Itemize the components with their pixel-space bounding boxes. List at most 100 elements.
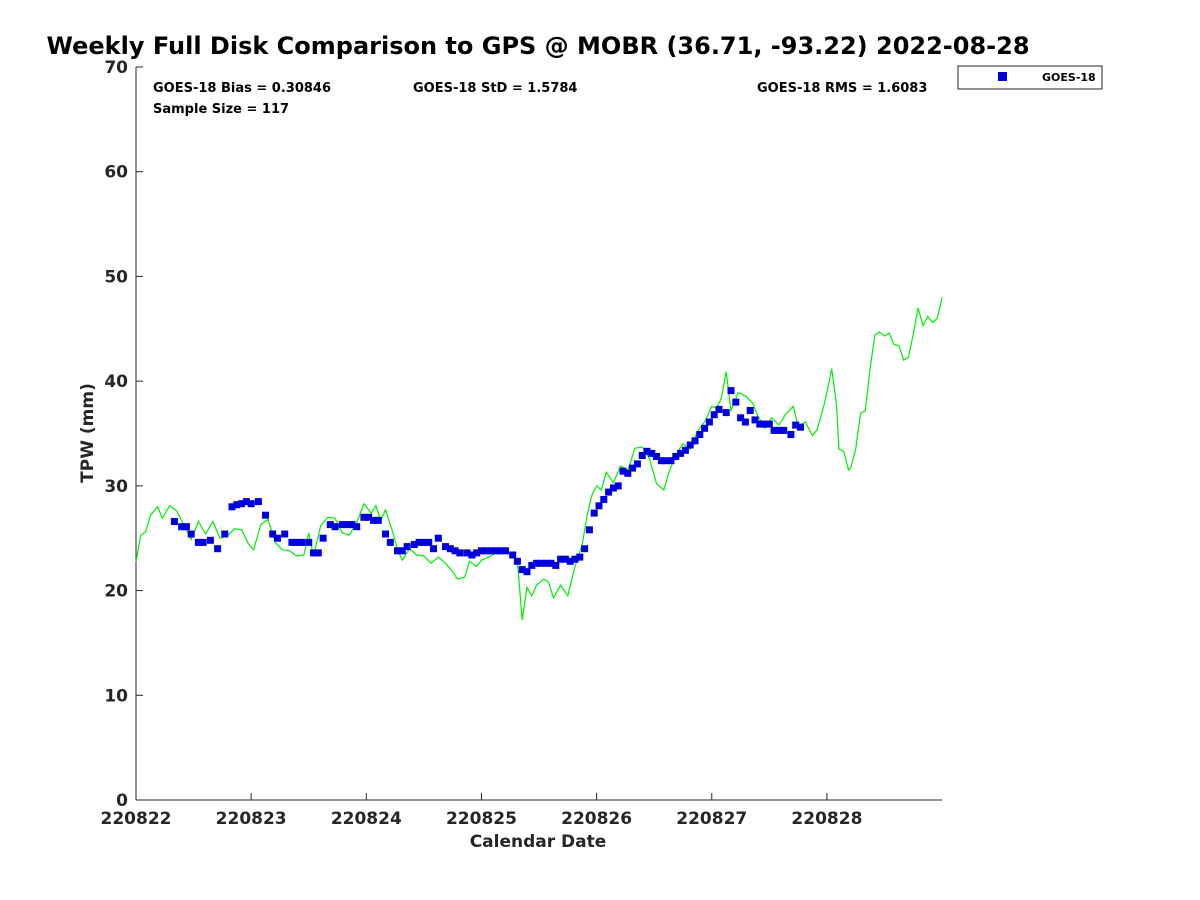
x-tick-label: 220827: [676, 809, 747, 829]
goes-18-point: [643, 447, 651, 455]
goes-18-point: [667, 457, 675, 465]
goes-18-point: [170, 518, 178, 525]
goes-18-point: [394, 547, 401, 555]
goes-18-point: [434, 534, 442, 542]
goes-18-point: [561, 555, 569, 563]
goes-18-point: [338, 521, 346, 529]
y-ticks: 0 10 20 30 40 50 60 70: [104, 58, 143, 811]
goes-18-point: [633, 460, 641, 468]
goes-18-point: [247, 500, 255, 508]
x-tick-label: 220824: [331, 809, 402, 829]
stats-std: GOES-18 StD = 1.5784: [413, 81, 577, 96]
goes-18-point: [787, 431, 795, 438]
goes-18-point: [374, 516, 382, 524]
x-tick-label: 220825: [446, 809, 517, 829]
stats-sample-size: Sample Size = 117: [153, 102, 289, 117]
goes-18-point: [681, 446, 689, 454]
goes-18-point: [619, 467, 627, 475]
goes-18-point: [566, 557, 574, 565]
goes-18-point: [672, 453, 680, 460]
y-tick-label: 60: [104, 163, 128, 183]
chart-title: Weekly Full Disk Comparison to GPS @ MOB…: [46, 32, 1029, 60]
goes-18-point: [657, 457, 665, 465]
goes-18-point: [194, 538, 202, 546]
goes-18-point: [182, 523, 190, 531]
goes-18-point: [456, 549, 464, 557]
gps-line: [135, 297, 943, 620]
goes-18-point: [624, 469, 632, 477]
goes-18-point: [761, 420, 769, 428]
plot-area: 0 10 20 30 40 50 60 70 220822 220823 220824 220825…: [101, 58, 943, 829]
goes-18-point: [331, 523, 339, 531]
x-tick-label: 220822: [101, 809, 172, 829]
goes-18-point: [365, 513, 373, 521]
goes-18-point: [269, 530, 277, 538]
goes-18-point: [353, 523, 361, 531]
goes-18-point: [262, 511, 269, 519]
legend-label: GOES-18: [1042, 71, 1096, 84]
goes-18-point: [696, 431, 704, 438]
goes-18-point: [468, 551, 476, 559]
goes-18-point: [797, 423, 804, 431]
goes-18-point: [557, 555, 565, 563]
goes-18-point: [600, 496, 608, 503]
goes-18-point: [686, 441, 694, 449]
goes-18-point: [382, 530, 389, 538]
goes-18-point: [293, 538, 301, 546]
legend-box: [957, 65, 1103, 90]
goes-18-point: [326, 521, 334, 529]
goes-18-point: [187, 530, 195, 538]
legend: GOES-18: [957, 65, 1103, 90]
goes-18-point: [528, 561, 536, 569]
y-tick-label: 0: [116, 791, 128, 811]
y-tick-label: 70: [104, 58, 128, 78]
goes-18-point: [727, 387, 735, 395]
goes-18-point: [228, 503, 236, 511]
goes-18-point: [348, 521, 356, 529]
goes-18-point: [442, 543, 449, 551]
goes-18-point: [571, 555, 579, 563]
goes-18-point: [523, 568, 531, 576]
goes-18-point: [319, 534, 327, 542]
goes-18-point: [242, 498, 250, 506]
goes-18-point: [497, 547, 505, 555]
goes-18-point: [288, 538, 296, 546]
y-tick-label: 30: [104, 477, 128, 497]
goes-18-point: [199, 538, 207, 546]
x-tick-label: 220823: [216, 809, 287, 829]
goes-18-point: [691, 437, 699, 445]
y-axis-label: TPW (mm): [78, 383, 98, 483]
goes-18-point: [662, 457, 670, 465]
goes-18-point: [420, 538, 428, 546]
y-tick-label: 10: [104, 686, 128, 706]
goes-18-point: [233, 501, 241, 509]
goes-18-point: [765, 420, 773, 428]
goes-18-point: [518, 566, 526, 574]
goes-18-point: [780, 426, 788, 434]
y-tick-label: 40: [104, 372, 128, 392]
x-ticks: 220822 220823 220824 220825 220826 220827 2208…: [101, 793, 862, 829]
goes-18-point: [629, 464, 637, 472]
goes-18-point: [746, 407, 754, 414]
series-layer: [135, 297, 943, 620]
goes-18-point: [206, 536, 214, 544]
x-tick-label: 220826: [561, 809, 632, 829]
goes-18-point: [609, 484, 617, 492]
goes-18-point: [487, 547, 495, 555]
goes-18-point: [238, 500, 246, 508]
goes-18-point: [653, 453, 661, 460]
goes-18-point: [509, 551, 517, 559]
goes-18-point: [214, 545, 222, 553]
goes-18-point: [710, 411, 718, 419]
x-tick-label: 220828: [791, 809, 862, 829]
goes-18-point: [638, 452, 646, 459]
goes-18-point: [492, 547, 500, 555]
goes-18-point: [478, 547, 485, 555]
goes-18-point: [547, 559, 555, 567]
goes-18-point: [756, 420, 764, 428]
goes-18-point: [360, 513, 368, 521]
goes-18-point: [430, 545, 437, 553]
goes-18-point: [451, 547, 459, 555]
goes-18-point: [537, 559, 545, 567]
goes-18-point: [513, 557, 521, 565]
